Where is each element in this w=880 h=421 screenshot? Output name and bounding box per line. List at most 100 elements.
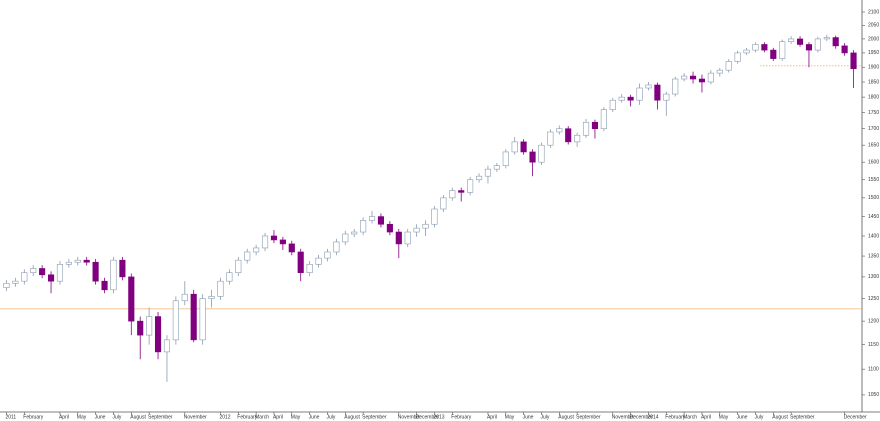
candle-body: [315, 257, 322, 265]
candle-body: [805, 44, 813, 51]
candle-body: [681, 75, 688, 80]
candle-body: [796, 38, 804, 45]
x-tick-label: May: [719, 414, 729, 420]
y-tick-label: 1650: [868, 143, 879, 149]
candle-body: [288, 243, 295, 253]
candle-body: [467, 179, 474, 193]
x-tick-label: September: [362, 414, 387, 420]
x-tick-label: 2014: [647, 414, 658, 420]
candle-body: [154, 316, 162, 353]
candle-body: [591, 121, 599, 130]
candle-body: [707, 72, 714, 83]
x-tick-label: July: [326, 414, 335, 420]
candle-body: [92, 261, 99, 282]
x-tick-label: June: [523, 414, 534, 420]
y-tick-label: 1550: [868, 177, 879, 183]
x-tick-label: September: [576, 414, 601, 420]
y-tick-label: 1900: [868, 65, 879, 71]
y-tick-label: 1400: [868, 233, 879, 239]
y-tick-label: 1050: [868, 392, 879, 398]
candle-body: [297, 251, 304, 273]
candle-body: [565, 128, 572, 143]
candle-body: [475, 175, 483, 181]
candle-body: [547, 131, 554, 146]
x-tick-label: December: [844, 414, 867, 420]
candle-body: [199, 298, 206, 341]
x-tick-label: 2011: [5, 414, 16, 420]
candle-body: [172, 300, 179, 341]
y-tick-label: 1350: [868, 253, 879, 259]
y-tick-label: 1600: [868, 160, 879, 166]
candle-body: [850, 52, 857, 70]
x-tick-label: August: [558, 414, 574, 420]
candle-body: [137, 320, 144, 336]
y-tick-label: 1150: [868, 342, 879, 348]
candle-body: [449, 190, 456, 199]
candle-body: [404, 231, 411, 245]
candle-body: [663, 93, 670, 101]
x-tick-label: September: [790, 414, 815, 420]
candle-body: [770, 49, 777, 59]
x-tick-label: July: [540, 414, 549, 420]
candle-body: [110, 259, 117, 291]
candle-body: [511, 141, 518, 153]
candle-body: [556, 128, 563, 133]
candle-body: [725, 61, 732, 71]
candle-body: [56, 264, 64, 282]
x-tick-label: 2012: [219, 414, 230, 420]
x-tick-label: 2013: [433, 414, 444, 420]
candle-body: [600, 109, 607, 130]
x-tick-label: May: [505, 414, 515, 420]
x-tick-label: February: [23, 414, 44, 420]
candle-body: [342, 233, 349, 243]
y-tick-label: 1800: [868, 94, 879, 100]
candle-body: [502, 151, 509, 166]
x-tick-label: September: [148, 414, 173, 420]
x-tick-label: August: [772, 414, 788, 420]
x-tick-label: February: [237, 414, 258, 420]
candle-body: [752, 44, 759, 51]
candle-body: [217, 280, 224, 297]
candle-body: [279, 239, 286, 245]
candle-body: [377, 216, 385, 225]
y-tick-label: 1100: [868, 367, 879, 373]
candle-body: [779, 41, 786, 59]
y-tick-label: 1500: [868, 195, 879, 201]
candle-body: [21, 272, 28, 282]
candle-body: [574, 134, 581, 143]
candle-body: [538, 144, 545, 163]
candle-body: [618, 96, 625, 101]
candle-body: [431, 208, 438, 225]
x-tick-label: November: [612, 414, 635, 420]
candle-body: [493, 165, 500, 170]
candle-body: [270, 235, 278, 241]
candle-body: [761, 44, 768, 51]
x-tick-label: November: [398, 414, 421, 420]
candle-body: [654, 84, 661, 101]
y-tick-label: 1750: [868, 110, 879, 116]
candle-body: [83, 259, 90, 263]
candle-body: [672, 78, 679, 95]
candle-body: [181, 293, 188, 302]
candle-body: [368, 216, 376, 221]
candle-body: [47, 274, 55, 282]
x-tick-label: July: [112, 414, 121, 420]
candle-body: [832, 37, 839, 47]
candle-body: [841, 45, 848, 54]
candle-body: [529, 151, 536, 163]
candle-body: [440, 197, 447, 210]
candle-body: [734, 52, 741, 62]
candle-body: [12, 280, 19, 284]
x-tick-label: May: [77, 414, 87, 420]
candle-body: [698, 78, 706, 83]
candle-body: [823, 37, 830, 40]
candle-body: [788, 38, 795, 42]
x-tick-label: February: [451, 414, 472, 420]
candle-body: [3, 283, 10, 288]
candle-body: [627, 96, 634, 101]
candle-body: [484, 168, 492, 177]
candle-body: [74, 259, 81, 263]
candle-body: [333, 241, 340, 253]
candle-body: [458, 190, 465, 193]
